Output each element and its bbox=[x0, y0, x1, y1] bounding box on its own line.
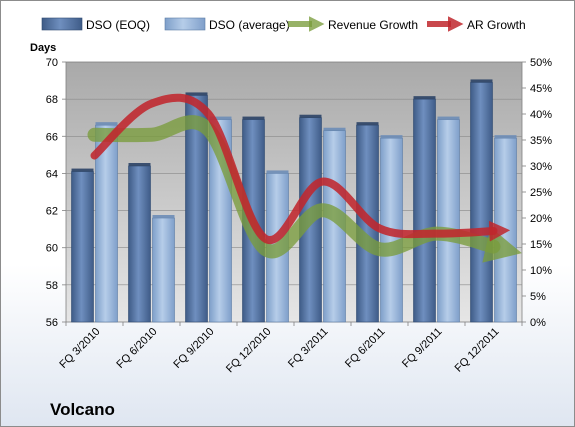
y-axis-left: 56 58 60 62 64 66 68 70 bbox=[46, 57, 66, 329]
x-tick-label: FQ 9/2010 bbox=[171, 326, 216, 371]
y-axis-right: 0% 5% 10% 15% 20% 25% 30% 35% 40% 45% 50% bbox=[522, 57, 552, 329]
y-axis-title: Days bbox=[30, 42, 56, 54]
legend-label-revenue-growth: Revenue Growth bbox=[328, 18, 418, 32]
legend-label-ar-growth: AR Growth bbox=[467, 18, 526, 32]
x-tick-label: FQ 3/2011 bbox=[286, 326, 331, 371]
y2-tick-label: 20% bbox=[530, 213, 552, 225]
y2-tick-label: 40% bbox=[530, 109, 552, 121]
y-tick-label: 66 bbox=[46, 131, 58, 143]
y-tick-label: 70 bbox=[46, 57, 58, 69]
y-tick-label: 62 bbox=[46, 206, 58, 218]
x-tick-label: FQ 12/2010 bbox=[224, 326, 274, 376]
trend-lines bbox=[87, 93, 522, 263]
y2-tick-label: 15% bbox=[530, 239, 552, 251]
y-tick-label: 64 bbox=[46, 168, 58, 180]
x-tick-label: FQ 9/2011 bbox=[400, 326, 445, 371]
bar-top-dso-eoq-6 bbox=[356, 122, 379, 126]
y-tick-label: 58 bbox=[46, 280, 58, 292]
bar-top-dso-eoq-1 bbox=[71, 168, 94, 172]
y2-tick-label: 45% bbox=[530, 83, 552, 95]
x-tick-label: FQ 12/2011 bbox=[453, 326, 502, 375]
bar-top-dso-average-5 bbox=[323, 127, 346, 131]
y-tick-label: 60 bbox=[46, 243, 58, 255]
bar-top-dso-eoq-2 bbox=[128, 163, 151, 166]
bar-dso-average-8 bbox=[494, 137, 517, 323]
bar-dso-eoq-7 bbox=[413, 98, 436, 323]
legend-swatch-dso-average bbox=[164, 17, 206, 31]
bar-dso-average-2 bbox=[152, 217, 175, 323]
bar-top-dso-eoq-5 bbox=[299, 114, 322, 118]
bar-top-dso-average-7 bbox=[437, 116, 460, 120]
y-tick-label: 56 bbox=[46, 317, 58, 329]
y2-tick-label: 35% bbox=[530, 135, 552, 147]
x-tick-label: FQ 6/2010 bbox=[114, 326, 159, 371]
legend: DSO (EOQ) DSO (average) Revenue Growth A… bbox=[41, 16, 526, 32]
bar-top-dso-average-3 bbox=[209, 116, 232, 120]
bar-dso-eoq-8 bbox=[470, 82, 493, 323]
y2-tick-label: 25% bbox=[530, 187, 552, 199]
bar-dso-average-7 bbox=[437, 119, 460, 323]
bar-top-dso-average-6 bbox=[380, 135, 403, 139]
legend-label-dso-eoq: DSO (EOQ) bbox=[86, 18, 150, 32]
legend-label-dso-average: DSO (average) bbox=[209, 18, 290, 32]
x-axis: FQ 3/2010 FQ 6/2010 FQ 9/2010 FQ 12/2010 FQ … bbox=[57, 322, 523, 376]
y2-tick-label: 10% bbox=[530, 265, 552, 277]
bar-top-dso-eoq-8 bbox=[470, 79, 493, 83]
bar-top-dso-eoq-3 bbox=[185, 92, 208, 96]
bar-top-dso-average-2 bbox=[152, 215, 175, 218]
legend-swatch-dso-eoq bbox=[41, 17, 83, 31]
y2-tick-label: 5% bbox=[530, 291, 546, 303]
line-ar-growth bbox=[90, 93, 511, 244]
company-name: Volcano bbox=[50, 400, 115, 419]
bar-top-dso-eoq-4 bbox=[242, 116, 265, 120]
x-tick-label: FQ 3/2010 bbox=[57, 326, 102, 371]
y2-tick-label: 50% bbox=[530, 57, 552, 69]
bar-top-dso-average-4 bbox=[266, 170, 289, 174]
bar-top-dso-eoq-7 bbox=[413, 96, 436, 100]
y-tick-label: 68 bbox=[46, 94, 58, 106]
bar-top-dso-average-1 bbox=[95, 122, 118, 126]
y2-tick-label: 30% bbox=[530, 161, 552, 173]
bar-dso-eoq-2 bbox=[128, 165, 151, 323]
bars bbox=[71, 79, 517, 323]
y2-tick-label: 0% bbox=[530, 317, 546, 329]
bar-dso-eoq-1 bbox=[71, 171, 94, 323]
x-tick-label: FQ 6/2011 bbox=[343, 326, 388, 371]
bar-top-dso-average-8 bbox=[494, 135, 517, 139]
